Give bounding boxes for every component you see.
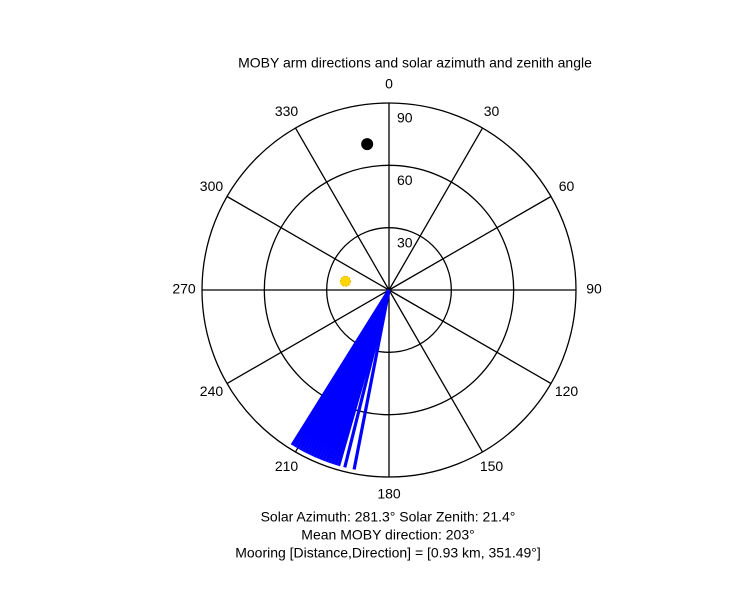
theta-tick-label: 210 [275, 458, 299, 474]
spoke [388, 127, 484, 291]
chart-title: MOBY arm directions and solar azimuth an… [238, 55, 592, 71]
spoke [226, 195, 390, 291]
sun-marker [339, 275, 351, 287]
annotation: Mooring [Distance,Direction] = [0.93 km,… [235, 545, 541, 561]
theta-tick-label: 300 [200, 178, 224, 194]
theta-tick-label: 180 [377, 486, 401, 502]
theta-tick-label: 90 [586, 281, 602, 297]
annotation: Solar Azimuth: 281.3° Solar Zenith: 21.4… [261, 509, 516, 525]
theta-tick-label: 120 [555, 383, 579, 399]
r-tick-label: 60 [397, 172, 413, 188]
theta-tick-label: 150 [480, 458, 504, 474]
r-tick-label: 90 [397, 110, 413, 126]
spoke [388, 289, 484, 453]
arm-line [290, 289, 391, 446]
theta-tick-label: 270 [172, 281, 196, 297]
spoke [294, 127, 390, 291]
theta-tick-label: 330 [275, 103, 299, 119]
theta-tick-label: 0 [385, 76, 393, 92]
spoke [226, 289, 390, 385]
spoke [388, 289, 552, 385]
theta-tick-label: 60 [559, 178, 575, 194]
mooring-marker [361, 138, 374, 151]
theta-tick-label: 240 [200, 383, 224, 399]
r-tick-label: 30 [397, 234, 413, 250]
theta-tick-label: 30 [484, 103, 500, 119]
spoke [388, 195, 552, 291]
annotation: Mean MOBY direction: 203° [301, 527, 474, 543]
